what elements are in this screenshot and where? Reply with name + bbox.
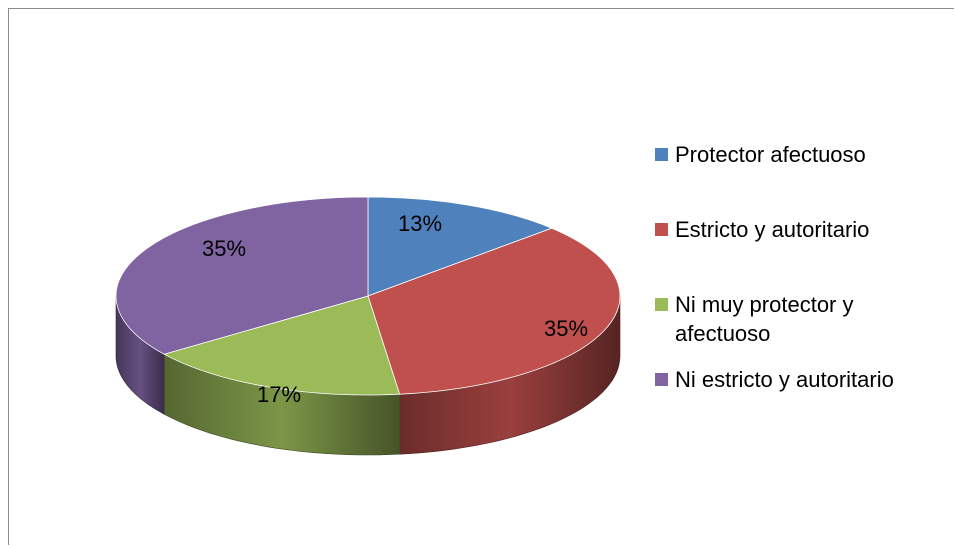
data-label-3: 35% bbox=[202, 236, 246, 261]
data-label-0: 13% bbox=[398, 211, 442, 236]
legend-label: Ni muy protector y afectuoso bbox=[675, 292, 854, 346]
data-label-2: 17% bbox=[257, 382, 301, 407]
legend-swatch bbox=[655, 298, 668, 311]
pie-slice-2 bbox=[163, 295, 401, 396]
legend-label: Ni estricto y autoritario bbox=[675, 367, 894, 392]
pie-slice-0 bbox=[367, 196, 553, 297]
legend-swatch bbox=[655, 223, 668, 236]
data-label-1: 35% bbox=[544, 316, 588, 341]
legend: Protector afectuoso Estricto y autoritar… bbox=[655, 140, 945, 440]
pie-slice-3 bbox=[115, 196, 369, 355]
legend-swatch bbox=[655, 148, 668, 161]
legend-item-estricto-y-autoritario: Estricto y autoritario bbox=[655, 215, 945, 290]
pie-slice-1 bbox=[367, 227, 621, 395]
legend-item-ni-estricto: Ni estricto y autoritario bbox=[655, 365, 945, 440]
legend-label: Protector afectuoso bbox=[675, 142, 866, 167]
legend-swatch bbox=[655, 373, 668, 386]
legend-item-protector-afectuoso: Protector afectuoso bbox=[655, 140, 945, 215]
legend-item-ni-muy-protector: Ni muy protector y afectuoso bbox=[655, 290, 945, 365]
legend-label: Estricto y autoritario bbox=[675, 217, 870, 242]
